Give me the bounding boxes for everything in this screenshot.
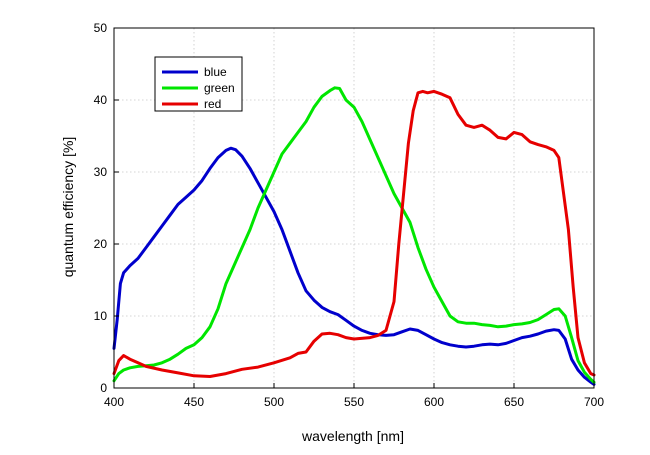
x-tick-label: 450 <box>184 395 204 409</box>
y-tick-label: 40 <box>94 93 108 107</box>
y-tick-label: 0 <box>100 381 107 395</box>
x-axis-title: wavelength [nm] <box>301 428 404 444</box>
axis-ticks <box>113 27 595 389</box>
series-line-blue <box>112 146 596 386</box>
x-tick-label: 500 <box>264 395 284 409</box>
x-tick-label: 600 <box>424 395 444 409</box>
y-tick-label: 10 <box>94 309 108 323</box>
tick-labels: 400 450 500 550 600 650 700 0 10 20 30 40 50 <box>94 21 605 409</box>
legend-label-blue: blue <box>204 65 227 79</box>
y-tick-label: 50 <box>94 21 108 35</box>
series-lines <box>112 86 596 386</box>
x-tick-label: 700 <box>584 395 604 409</box>
legend-label-green: green <box>204 81 235 95</box>
x-tick-label: 650 <box>504 395 524 409</box>
x-tick-label: 400 <box>104 395 124 409</box>
y-tick-label: 30 <box>94 165 108 179</box>
series-line-green <box>112 86 596 384</box>
grid <box>114 28 594 388</box>
legend: blue green red <box>154 56 243 112</box>
y-axis-title: quantum efficiency [%] <box>60 137 76 278</box>
y-tick-label: 20 <box>94 237 108 251</box>
x-tick-label: 550 <box>344 395 364 409</box>
series-line-red <box>112 89 596 378</box>
legend-box <box>154 56 243 112</box>
legend-label-red: red <box>204 97 221 111</box>
